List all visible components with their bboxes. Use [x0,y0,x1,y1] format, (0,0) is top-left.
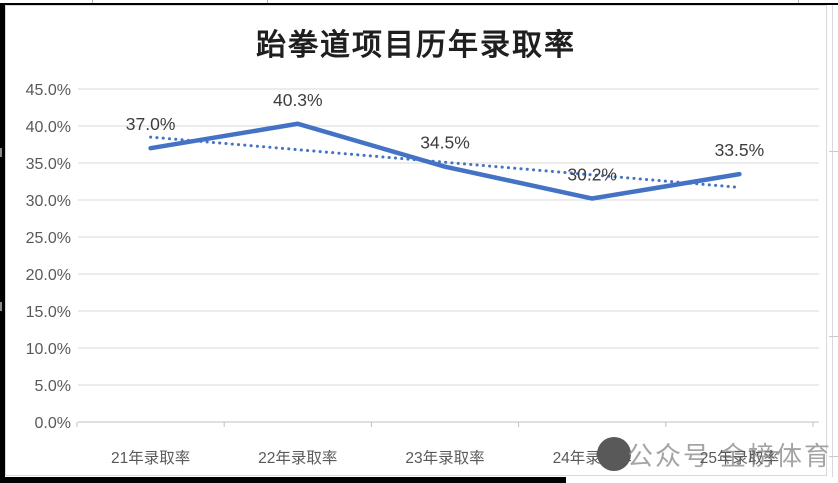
svg-text:37.0%: 37.0% [126,114,176,134]
svg-text:0.0%: 0.0% [35,415,71,432]
spreadsheet-column-divider [798,0,799,3]
y-axis-labels: 45.0% 40.0% 35.0% 30.0% 25.0% 20.0% 15.0% 10.0%… [26,82,71,432]
plot-area: 45.0% 40.0% 35.0% 30.0% 25.0% 20.0% 15.0% 10.0%… [26,82,819,467]
watermark-avatar-icon [597,437,631,471]
svg-text:22年录取率: 22年录取率 [258,449,337,467]
spreadsheet-row-divider [829,151,838,152]
spreadsheet-row-mark [0,148,2,157]
svg-text:24年录取率: 24年录取率 [553,449,632,467]
svg-text:30.0%: 30.0% [26,193,71,210]
window-edge-bottom [0,477,566,483]
window-edge-left [0,3,5,483]
x-axis-labels: 21年录取率 22年录取率 23年录取率 24年录取率 25年录取率 [111,449,779,467]
svg-text:33.5%: 33.5% [715,140,765,160]
spreadsheet-column-divider [267,0,268,3]
svg-text:35.0%: 35.0% [26,156,71,173]
watermark-account-name: 金榜体育 [720,440,833,471]
watermark: 公众号 金榜体育 [597,436,832,472]
svg-text:30.2%: 30.2% [567,165,617,185]
svg-text:34.5%: 34.5% [420,133,470,153]
gridlines [78,88,819,423]
svg-text:5.0%: 5.0% [35,378,71,395]
data-labels: 37.0% 40.3% 34.5% 30.2% 33.5% [126,90,764,185]
spreadsheet-column-divider [832,5,833,477]
series-line [148,121,742,201]
svg-text:40.0%: 40.0% [26,119,71,136]
svg-text:40.3%: 40.3% [273,90,323,110]
spreadsheet-row-mark [0,302,2,311]
svg-text:15.0%: 15.0% [26,304,71,321]
watermark-prefix: 公众号 [627,440,712,471]
spreadsheet-row-divider [829,336,838,337]
svg-text:23年录取率: 23年录取率 [405,449,484,467]
svg-text:10.0%: 10.0% [26,341,71,358]
svg-text:20.0%: 20.0% [26,267,71,284]
trendline [149,135,741,189]
spreadsheet-row-divider [829,456,838,457]
window-edge-top [0,3,838,5]
svg-text:21年录取率: 21年录取率 [111,449,190,467]
chart-title: 跆拳道项目历年录取率 [256,29,576,62]
svg-text:25年录取率: 25年录取率 [700,449,779,467]
spreadsheet-column-divider [92,0,93,3]
spreadsheet-cells-right [829,5,838,477]
svg-text:45.0%: 45.0% [26,82,71,99]
chart-area[interactable]: 跆拳道项目历年录取率 公众号 金榜体育 45.0% 40.0% 35.0% 30.0%… [5,5,830,476]
x-axis-ticks [76,422,814,427]
svg-text:25.0%: 25.0% [26,230,71,247]
